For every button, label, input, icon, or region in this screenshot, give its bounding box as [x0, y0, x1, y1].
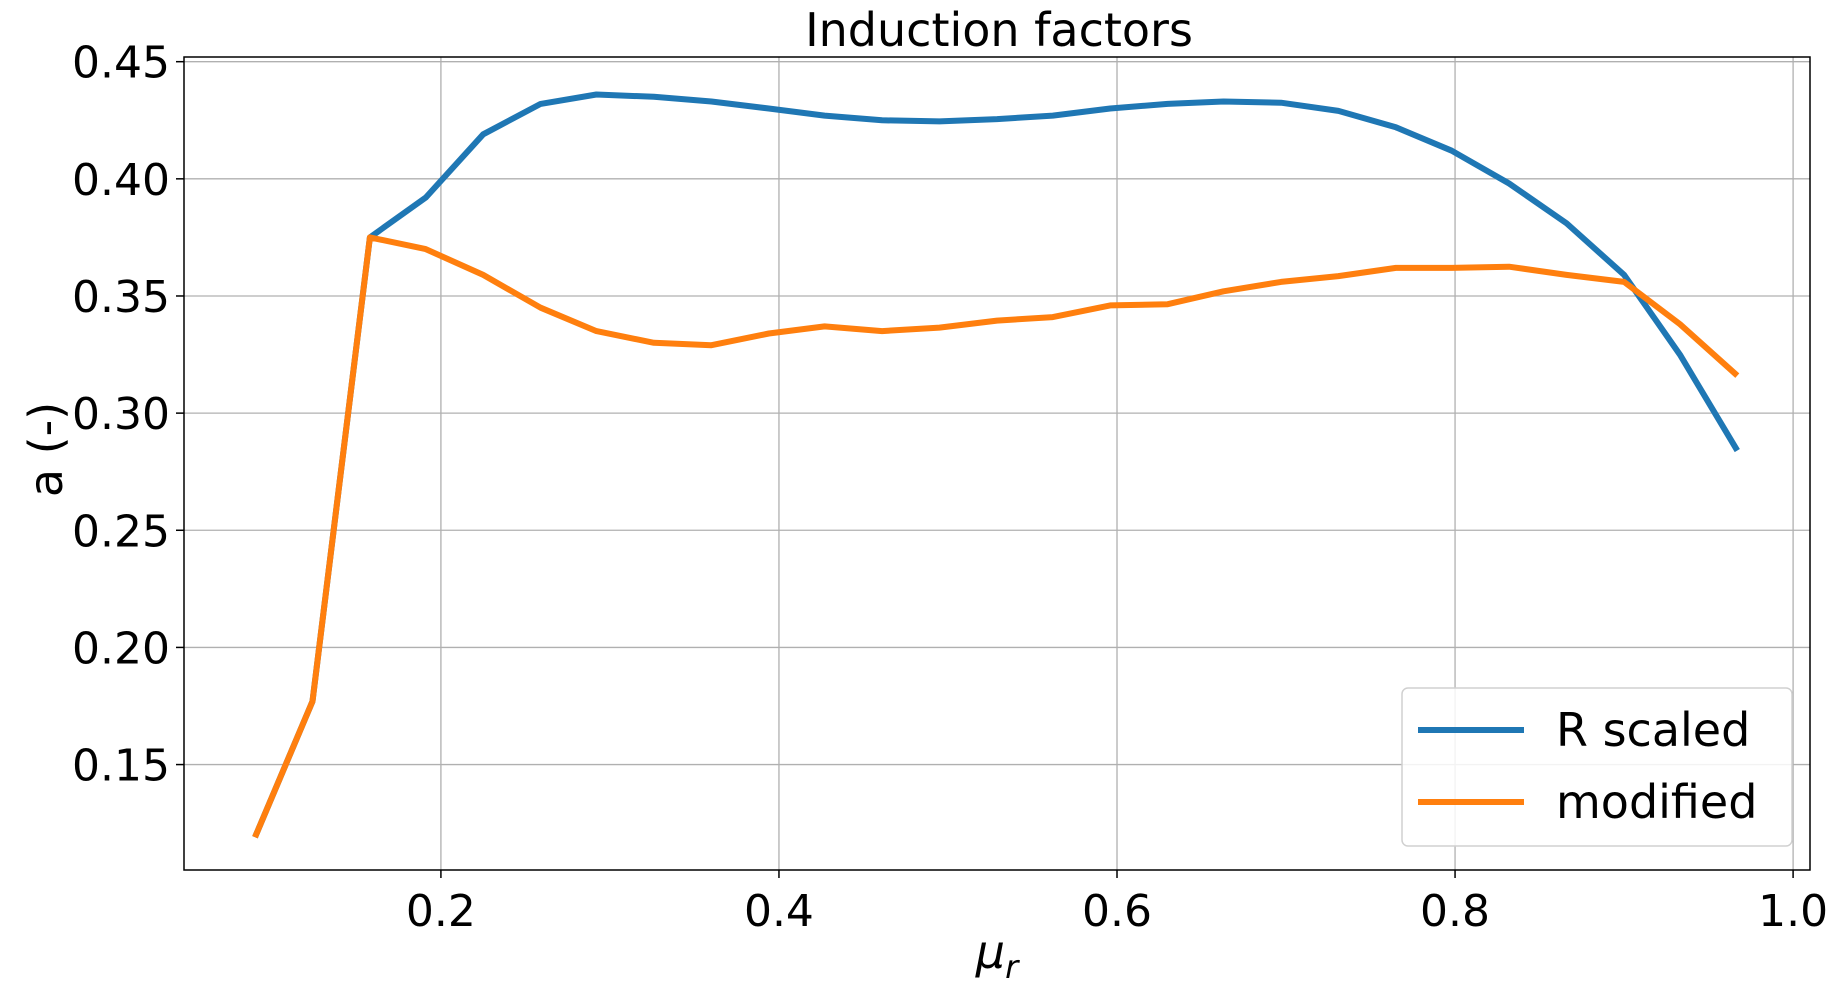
- y-tick-label: 0.45: [72, 38, 170, 89]
- series-lines: [252, 91, 1740, 839]
- x-tick-label: 0.2: [406, 886, 476, 937]
- axis-ticks: 0.2 0.4 0.6 0.8 1.0 0.15 0.20 0.25 0.30 0.35 0.40 0…: [72, 38, 1828, 937]
- y-axis-label: a (-): [19, 402, 73, 497]
- y-tick-label: 0.15: [72, 741, 170, 792]
- plot-frame: [183, 56, 1811, 871]
- x-tick-label: 0.8: [1420, 886, 1490, 937]
- x-tick-label: 0.6: [1082, 886, 1152, 937]
- x-axis-label: μr: [975, 925, 1020, 986]
- y-tick-label: 0.20: [72, 623, 170, 674]
- legend-item[interactable]: modified: [1418, 775, 1757, 829]
- chart-title: Induction factors: [805, 3, 1193, 57]
- series-line-modified: [252, 234, 1740, 839]
- y-tick-label: 0.40: [72, 155, 170, 206]
- y-tick-label: 0.35: [72, 272, 170, 323]
- y-tick-label: 0.30: [72, 389, 170, 440]
- x-tick-label: 0.4: [744, 886, 814, 937]
- y-tick-label: 0.25: [72, 506, 170, 557]
- grid: [184, 57, 1810, 870]
- legend[interactable]: R scaled modified: [1401, 687, 1793, 847]
- legend-label: R scaled: [1556, 703, 1750, 757]
- legend-label: modified: [1556, 775, 1757, 829]
- x-tick-label: 1.0: [1758, 886, 1828, 937]
- series-line-r-scaled: [252, 91, 1740, 839]
- legend-item[interactable]: R scaled: [1418, 703, 1750, 757]
